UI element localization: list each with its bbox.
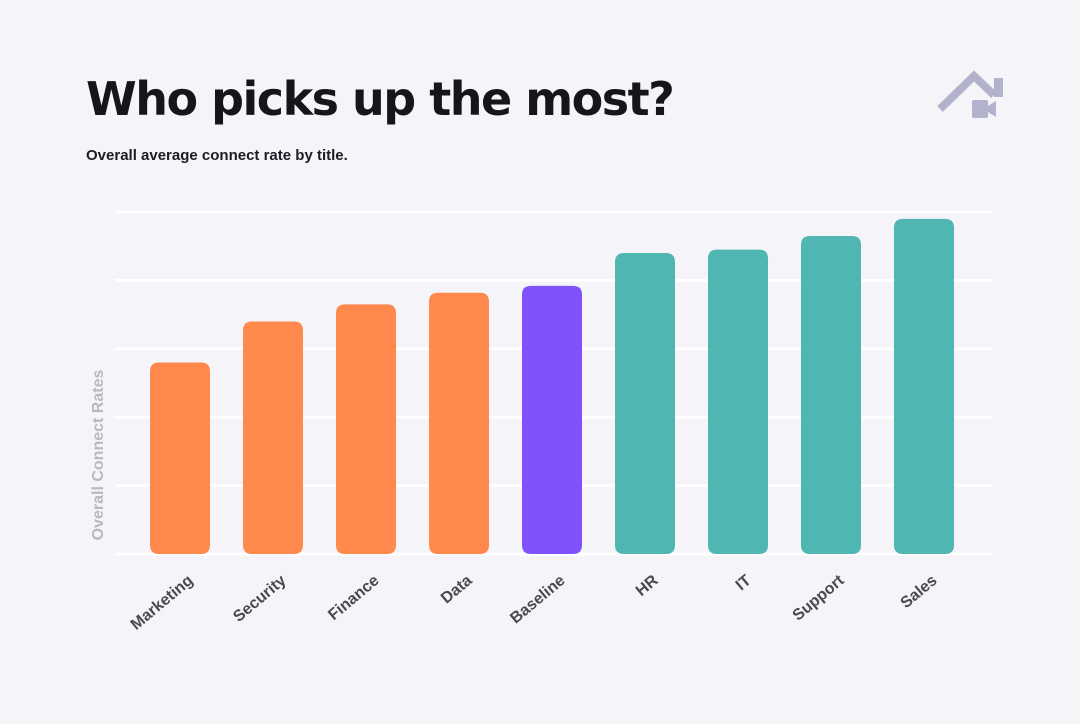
bar-sales — [894, 218, 954, 554]
bar-finance — [336, 304, 396, 554]
x-tick-label: Data — [438, 572, 476, 607]
bar-it — [708, 249, 768, 554]
x-tick-label: Baseline — [507, 572, 568, 627]
x-tick-label: Finance — [325, 572, 382, 624]
x-tick-label: Marketing — [128, 572, 197, 634]
page-title: Who picks up the most? — [86, 72, 675, 126]
bar-hr — [615, 253, 675, 555]
bar-baseline — [522, 285, 582, 554]
chimney-shape — [994, 78, 1003, 97]
x-tick-label: Sales — [898, 572, 941, 612]
x-tick-labels: Marketing Security Finance Data Baseline HR IT… — [128, 572, 941, 634]
y-axis-label: Overall Connect Rates — [90, 370, 107, 541]
bar-marketing — [150, 362, 210, 554]
roof-shape — [937, 70, 997, 112]
camera-body-shape — [972, 100, 988, 118]
camera-lens-shape — [988, 101, 996, 117]
bar-data — [429, 292, 489, 554]
x-tick-label: Support — [790, 572, 848, 625]
bar-security — [243, 321, 303, 554]
bars — [150, 218, 954, 555]
page-subtitle: Overall average connect rate by title. — [86, 147, 348, 164]
x-tick-label: Security — [230, 572, 289, 626]
x-tick-label: HR — [633, 572, 662, 600]
x-tick-label: IT — [733, 572, 755, 594]
bar-support — [801, 235, 861, 554]
house-video-icon — [937, 70, 1003, 118]
